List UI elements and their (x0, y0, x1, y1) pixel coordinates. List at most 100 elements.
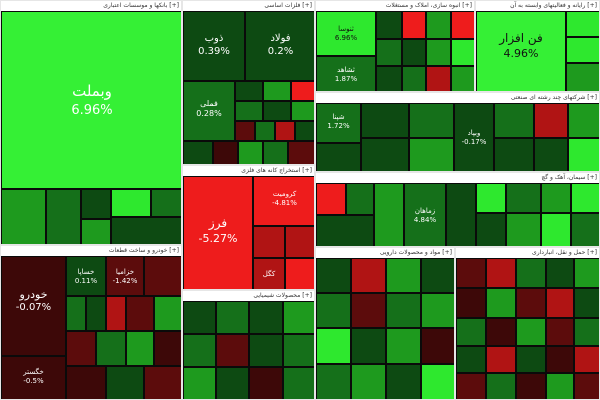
tile-small[interactable] (451, 11, 474, 39)
tile-small[interactable] (263, 141, 288, 164)
tile-small[interactable] (534, 103, 568, 138)
tile-small[interactable] (144, 366, 181, 399)
tile-small[interactable] (546, 346, 574, 373)
tile-small[interactable] (351, 364, 386, 399)
sector-header[interactable]: استخراج کانه های فلزی [+] (183, 166, 314, 176)
sector-header[interactable]: فلزات اساسی [+] (183, 1, 314, 11)
tile-small[interactable] (285, 258, 314, 289)
tile-small[interactable] (376, 39, 402, 66)
tile-small[interactable] (111, 217, 181, 244)
tile-small[interactable] (238, 141, 263, 164)
tile-small[interactable] (409, 138, 454, 171)
tile-small[interactable] (476, 213, 506, 246)
tile-small[interactable] (283, 301, 314, 334)
tile-small[interactable] (476, 183, 506, 213)
tile-small[interactable] (409, 103, 454, 138)
tile-small[interactable] (402, 66, 426, 91)
tile-small[interactable] (486, 318, 516, 346)
tile-kroomit[interactable]: کرومیت -4.81% (253, 176, 314, 226)
tile-small[interactable] (111, 189, 151, 217)
tile-small[interactable] (566, 37, 599, 63)
tile-shepna[interactable]: شپنا 1.72% (316, 103, 361, 143)
tile-small[interactable] (386, 328, 421, 364)
tile-small[interactable] (361, 138, 409, 171)
tile-small[interactable] (402, 11, 426, 39)
tile-small[interactable] (421, 293, 454, 328)
tile-small[interactable] (494, 103, 534, 138)
tile-small[interactable] (566, 11, 599, 37)
tile-small[interactable] (213, 141, 238, 164)
tile-small[interactable] (126, 296, 154, 331)
tile-fameli[interactable]: فملی 0.28% (183, 81, 235, 141)
tile-small[interactable] (183, 141, 213, 164)
tile-small[interactable] (66, 331, 96, 366)
tile-small[interactable] (126, 331, 154, 366)
tile-small[interactable] (516, 373, 546, 399)
tile-small[interactable] (316, 143, 361, 171)
tile-small[interactable] (456, 318, 486, 346)
tile-bvpad[interactable]: وبپاد -0.17% (454, 103, 494, 171)
tile-small[interactable] (316, 328, 351, 364)
tile-small[interactable] (316, 183, 346, 215)
tile-small[interactable] (46, 189, 81, 244)
sector-metals[interactable]: فلزات اساسی [+] ذوب 0.39% فولاد 0.2% فمل… (182, 0, 315, 165)
tile-small[interactable] (295, 121, 314, 141)
tile-small[interactable] (451, 39, 474, 66)
tile-small[interactable] (151, 189, 181, 217)
tile-small[interactable] (81, 189, 111, 219)
tile-small[interactable] (351, 293, 386, 328)
tile-small[interactable] (1, 189, 46, 244)
sector-header[interactable]: رایانه و فعالیتهای وابسته به آن [+] (476, 1, 599, 11)
tile-zarmakaran[interactable]: زماهان 4.84% (404, 183, 446, 246)
sector-header[interactable]: مواد و محصولات دارویی [+] (316, 248, 454, 258)
tile-small[interactable] (96, 331, 126, 366)
tile-khsapa[interactable]: خساپا 0.11% (66, 256, 106, 296)
tile-small[interactable] (574, 373, 599, 399)
tile-small[interactable] (546, 288, 574, 318)
tile-small[interactable] (456, 288, 486, 318)
tile-small[interactable] (421, 258, 454, 293)
tile-small[interactable] (316, 258, 351, 293)
tile-small[interactable] (374, 183, 404, 246)
tile-small[interactable] (183, 301, 216, 334)
sector-header[interactable]: انبوه سازی، املاک و مستغلات [+] (316, 1, 474, 11)
tile-small[interactable] (346, 183, 374, 215)
tile-small[interactable] (183, 367, 216, 399)
tile-zob[interactable]: ذوب 0.39% (183, 11, 245, 81)
tile-small[interactable] (316, 293, 351, 328)
tile-small[interactable] (235, 81, 263, 101)
tile-small[interactable] (421, 364, 454, 399)
tile-small[interactable] (263, 81, 291, 101)
tile-small[interactable] (283, 334, 314, 367)
tile-khzamia[interactable]: خزامیا -1.42% (106, 256, 144, 296)
tile-small[interactable] (486, 346, 516, 373)
tile-small[interactable] (235, 121, 255, 141)
tile-small[interactable] (566, 63, 599, 91)
tile-small[interactable] (568, 138, 599, 171)
tile-tashad[interactable]: ثشاهد 1.87% (316, 56, 376, 91)
tile-small[interactable] (106, 366, 144, 399)
tile-small[interactable] (216, 334, 249, 367)
tile-small[interactable] (456, 258, 486, 288)
tile-small[interactable] (546, 373, 574, 399)
tile-small[interactable] (249, 301, 283, 334)
sector-header[interactable]: شرکتهای چند رشته ای صنعتی [+] (316, 93, 599, 103)
sector-ict[interactable]: رایانه و فعالیتهای وابسته به آن [+] فن ا… (475, 0, 600, 92)
sector-chem[interactable]: انبوه سازی، املاک و مستغلات [+] ثنوسا 6.… (315, 0, 475, 92)
tile-small[interactable] (81, 219, 111, 244)
tile-small[interactable] (283, 367, 314, 399)
tile-small[interactable] (386, 258, 421, 293)
sector-header[interactable]: خودرو و ساخت قطعات [+] (1, 246, 181, 256)
tile-small[interactable] (571, 183, 599, 213)
tile-small[interactable] (456, 373, 486, 399)
tile-small[interactable] (216, 301, 249, 334)
sector-header[interactable]: سیمان، آهک و گچ [+] (316, 173, 599, 183)
tile-small[interactable] (106, 296, 126, 331)
tile-small[interactable] (506, 213, 541, 246)
tile-small[interactable] (574, 318, 599, 346)
sector-oil[interactable]: استخراج کانه های فلزی [+] فرز -5.27% کرو… (182, 165, 315, 290)
tile-small[interactable] (216, 367, 249, 399)
tile-khgostar[interactable]: خگستر -0.5% (1, 356, 66, 399)
tile-small[interactable] (253, 226, 285, 258)
tile-small[interactable] (351, 258, 386, 293)
